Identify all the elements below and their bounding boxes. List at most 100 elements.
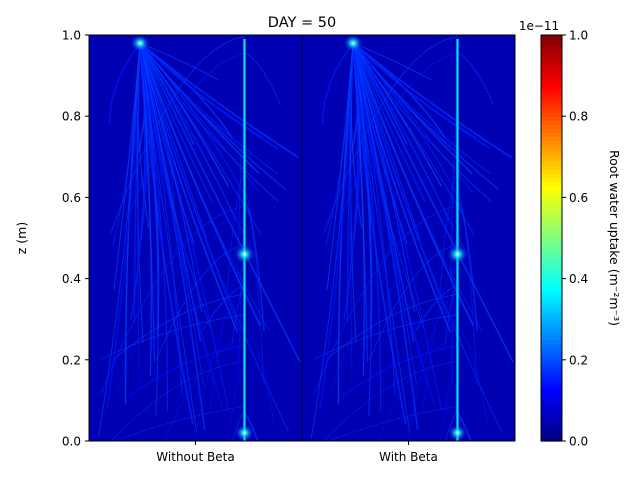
colorbar-segment [541, 189, 562, 194]
colorbar-segment [541, 55, 562, 60]
hotspot [235, 425, 254, 441]
colorbar-segment [541, 331, 562, 337]
root-branch [130, 43, 146, 321]
root-branch [457, 190, 478, 385]
root-branch [457, 51, 495, 106]
root-branch [352, 43, 436, 407]
colorbar-segment [541, 136, 562, 142]
y-tick-label: 0.2 [62, 353, 81, 367]
colorbar-segment [541, 128, 562, 134]
root-branch [139, 42, 301, 363]
root-branch [352, 42, 475, 236]
root-branch [155, 244, 245, 361]
colorbar-segment [541, 311, 562, 316]
root-branch [243, 200, 265, 331]
root-branch [113, 43, 141, 290]
colorbar-segment [541, 47, 562, 52]
colorbar-segment [541, 132, 562, 138]
colorbar-segment [541, 43, 562, 48]
colorbar-segment [541, 112, 562, 117]
y-tick-label: 1.0 [62, 29, 81, 43]
root-branch [352, 42, 408, 245]
colorbar-segment [541, 217, 562, 223]
colorbar-tick-label: 0.0 [569, 435, 588, 449]
root-branch [139, 43, 159, 417]
root-branch [352, 42, 492, 150]
root-branch [139, 42, 290, 433]
root-branch [139, 42, 299, 159]
colorbar-segment [541, 343, 562, 349]
colorbar-segment [541, 302, 562, 308]
root-branch [321, 135, 458, 206]
colorbar-segment [541, 193, 562, 198]
colorbar-segment [541, 221, 562, 227]
root-branch [319, 43, 354, 409]
root-branch [352, 42, 426, 202]
colorbar-tick-label: 0.2 [569, 353, 588, 367]
root-branch [407, 292, 458, 441]
plot-frame [88, 34, 516, 442]
root-branch [352, 42, 454, 333]
root-branch [137, 220, 245, 385]
y-axis-label: z (m) [14, 222, 29, 254]
colorbar-segment [541, 185, 562, 190]
colorbar-segment [541, 124, 562, 129]
root-branch [335, 53, 458, 231]
y-tick-label: 0.4 [62, 272, 81, 286]
colorbar-segment [541, 266, 562, 272]
hotspot [234, 245, 255, 264]
colorbar-segment [541, 432, 562, 438]
root-branch [111, 360, 245, 441]
colorbar-segment [541, 262, 562, 268]
root-branch [139, 42, 213, 202]
root-branch [328, 406, 458, 441]
colorbar-segment [541, 164, 562, 170]
colorbar-segment [541, 238, 562, 243]
root-branch [100, 314, 245, 360]
colorbar-frame [540, 34, 563, 442]
colorbar-segment [541, 396, 562, 401]
root-branch [341, 344, 458, 397]
root-branch [106, 43, 141, 409]
root-branch [202, 284, 245, 331]
colorbar-segment [541, 144, 562, 150]
colorbar-segment [541, 388, 562, 393]
root-branch [139, 42, 220, 81]
colorbar-segment [541, 258, 562, 263]
hotspot [448, 425, 467, 441]
colorbar-segment [541, 71, 562, 77]
colorbar-tick-label: 0.4 [569, 272, 588, 286]
root-branch [352, 42, 452, 333]
colorbar-segment [541, 205, 562, 211]
root-branch [139, 43, 163, 251]
root-branch [164, 336, 245, 441]
root-branch [321, 42, 354, 123]
root-branch [383, 155, 458, 264]
colorbar-segment [541, 290, 562, 296]
root-branch [227, 367, 245, 441]
root-branch [352, 43, 372, 417]
colorbar-segment [541, 408, 562, 414]
root-branch [139, 42, 239, 333]
root-branch [226, 173, 245, 292]
x-tick-label: With Beta [379, 450, 438, 464]
colorbar-segment [541, 51, 562, 56]
root-branch [310, 43, 354, 438]
y-axis: 0.0 0.2 0.4 0.6 0.8 1.0 [62, 29, 89, 449]
root-branch [457, 326, 488, 426]
colorbar-segment [541, 420, 562, 426]
y-tick-label: 0.6 [62, 191, 81, 205]
root-branch [415, 284, 458, 331]
root-branch [139, 42, 241, 333]
colorbar-segment [541, 177, 562, 182]
colorbar-segment [541, 327, 562, 332]
colorbar-segment [541, 278, 562, 284]
colorbar-segment [541, 384, 562, 389]
root-branch [122, 53, 245, 231]
root-branch [244, 326, 275, 426]
colorbar-segment [541, 400, 562, 406]
colorbar-segment [541, 91, 562, 97]
colorbar-segment [541, 148, 562, 154]
root-branch [352, 42, 503, 433]
colorbar-segment [541, 294, 562, 300]
